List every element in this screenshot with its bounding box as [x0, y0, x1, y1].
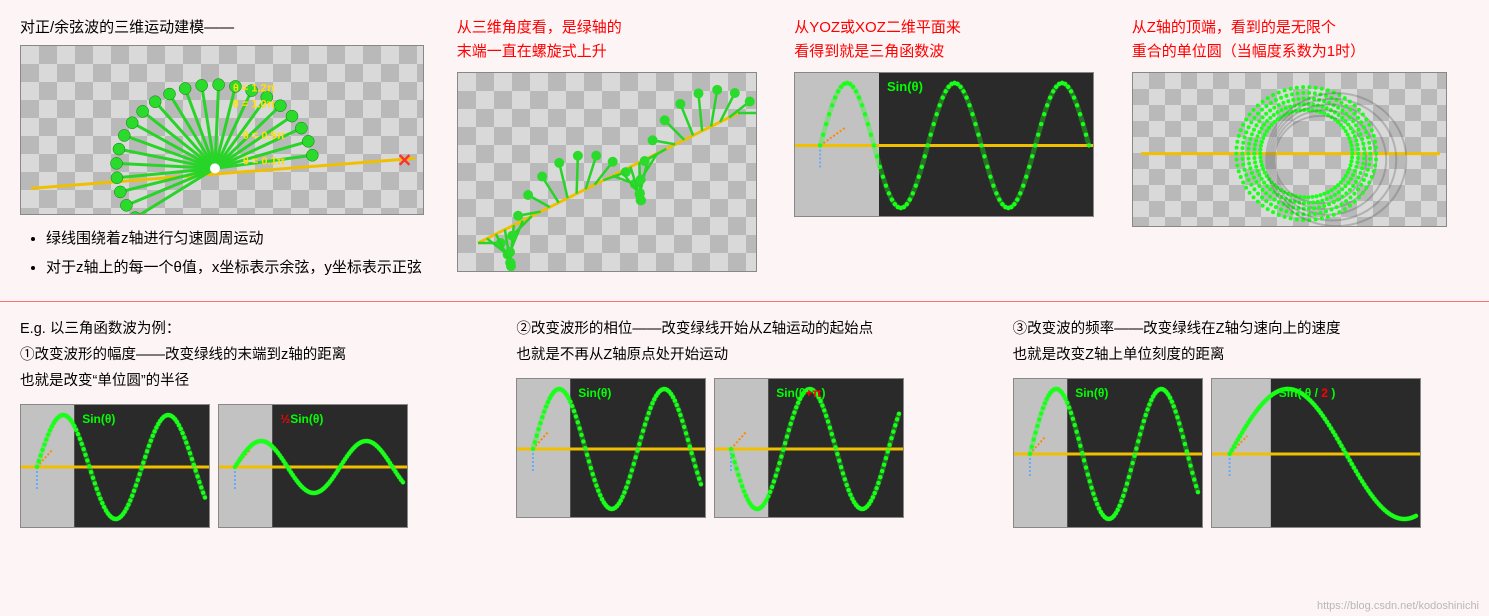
top-section: 对正/余弦波的三维运动建模—— ✕ θ = 1.2π θ = 1.0π θ = 0.5…: [0, 0, 1489, 295]
main-title: 对正/余弦波的三维运动建模——: [20, 16, 427, 37]
section-divider: [0, 301, 1489, 302]
watermark: https://blog.csdn.net/kodoshinichi: [1317, 600, 1479, 612]
diagram-helix-endview: [1132, 72, 1447, 227]
svg-text:θ = 0.1π: θ = 0.1π: [243, 155, 286, 167]
desc-text: ②改变波形的相位——改变绿线开始从Z轴运动的起始点 也就是不再从Z轴原点处开始运…: [516, 316, 972, 368]
diagram-sine-yoz: Sin(θ): [794, 72, 1094, 217]
svg-text:✕: ✕: [397, 150, 412, 170]
desc-text: ③改变波的频率——改变绿线在Z轴匀速向上的速度 也就是改变Z轴上单位刻度的距离: [1013, 316, 1469, 368]
svg-text:θ = 1.0π: θ = 1.0π: [233, 98, 276, 110]
diagram-amp-full: Sin(θ): [20, 404, 210, 528]
desc-line: ③改变波的频率——改变绿线在Z轴匀速向上的速度: [1013, 321, 1341, 337]
bullet-item: 对于z轴上的每一个θ值，x坐标表示余弦，y坐标表示正弦: [46, 256, 427, 277]
red-caption: 从三维角度看，是绿轴的末端一直在螺旋式上升: [457, 16, 765, 64]
desc-text: E.g. 以三角函数波为例： ①改变波形的幅度——改变绿线的末端到z轴的距离 也…: [20, 316, 476, 394]
svg-text:Sin(θ+π): Sin(θ+π): [777, 386, 826, 400]
desc-line: ①改变波形的幅度——改变绿线的末端到z轴的距离: [20, 347, 346, 363]
svg-text:Sin(θ): Sin(θ): [82, 412, 115, 426]
bottom-col-1: E.g. 以三角函数波为例： ①改变波形的幅度——改变绿线的末端到z轴的距离 也…: [20, 316, 476, 528]
thumb-row: Sin(θ) Sin( θ / 2 ): [1013, 378, 1469, 528]
diagram-3d-fan: ✕ θ = 1.2π θ = 1.0π θ = 0.5π θ = 0.1π: [20, 45, 424, 215]
svg-text:θ = 1.2π: θ = 1.2π: [233, 82, 276, 94]
svg-text:Sin(θ): Sin(θ): [887, 79, 923, 94]
bullet-item: 绿线围绕着z轴进行匀速圆周运动: [46, 227, 427, 248]
bottom-col-3: ③改变波的频率——改变绿线在Z轴匀速向上的速度 也就是改变Z轴上单位刻度的距离 …: [1013, 316, 1469, 528]
svg-text:Sin( θ / 2 ): Sin( θ / 2 ): [1278, 386, 1335, 400]
desc-line: 也就是不再从Z轴原点处开始运动: [516, 347, 728, 363]
column-2: 从三维角度看，是绿轴的末端一直在螺旋式上升: [457, 16, 765, 285]
bottom-col-2: ②改变波形的相位——改变绿线开始从Z轴运动的起始点 也就是不再从Z轴原点处开始运…: [516, 316, 972, 528]
thumb-row: Sin(θ) Sin(θ+π): [516, 378, 972, 518]
diagram-3d-helix: [457, 72, 757, 272]
diagram-freq-half: Sin( θ / 2 ): [1211, 378, 1421, 528]
bullet-list: 绿线围绕着z轴进行匀速圆周运动 对于z轴上的每一个θ值，x坐标表示余弦，y坐标表…: [20, 227, 427, 277]
diagram-phase-pi: Sin(θ+π): [714, 378, 904, 518]
red-caption: 从YOZ或XOZ二维平面来看得到就是三角函数波: [794, 16, 1102, 64]
svg-text:Sin(θ): Sin(θ): [579, 386, 612, 400]
desc-line: ②改变波形的相位——改变绿线开始从Z轴运动的起始点: [516, 321, 873, 337]
diagram-amp-half: ½Sin(θ): [218, 404, 408, 528]
desc-line: 也就是改变Z轴上单位刻度的距离: [1013, 347, 1225, 363]
column-1: 对正/余弦波的三维运动建模—— ✕ θ = 1.2π θ = 1.0π θ = 0.5…: [20, 16, 427, 285]
bottom-section: E.g. 以三角函数波为例： ①改变波形的幅度——改变绿线的末端到z轴的距离 也…: [0, 316, 1489, 528]
column-4: 从Z轴的顶端，看到的是无限个重合的单位圆（当幅度系数为1时）: [1132, 16, 1469, 285]
diagram-phase-0: Sin(θ): [516, 378, 706, 518]
svg-text:½Sin(θ): ½Sin(θ): [280, 412, 323, 426]
red-caption: 从Z轴的顶端，看到的是无限个重合的单位圆（当幅度系数为1时）: [1132, 16, 1469, 64]
desc-line: E.g. 以三角函数波为例：: [20, 321, 180, 337]
desc-line: 也就是改变“单位圆”的半径: [20, 373, 189, 389]
column-3: 从YOZ或XOZ二维平面来看得到就是三角函数波 Sin(θ): [794, 16, 1102, 285]
thumb-row: Sin(θ) ½Sin(θ): [20, 404, 476, 528]
svg-text:θ = 0.5π: θ = 0.5π: [243, 130, 286, 142]
svg-text:Sin(θ): Sin(θ): [1075, 386, 1108, 400]
diagram-freq-1: Sin(θ): [1013, 378, 1203, 528]
